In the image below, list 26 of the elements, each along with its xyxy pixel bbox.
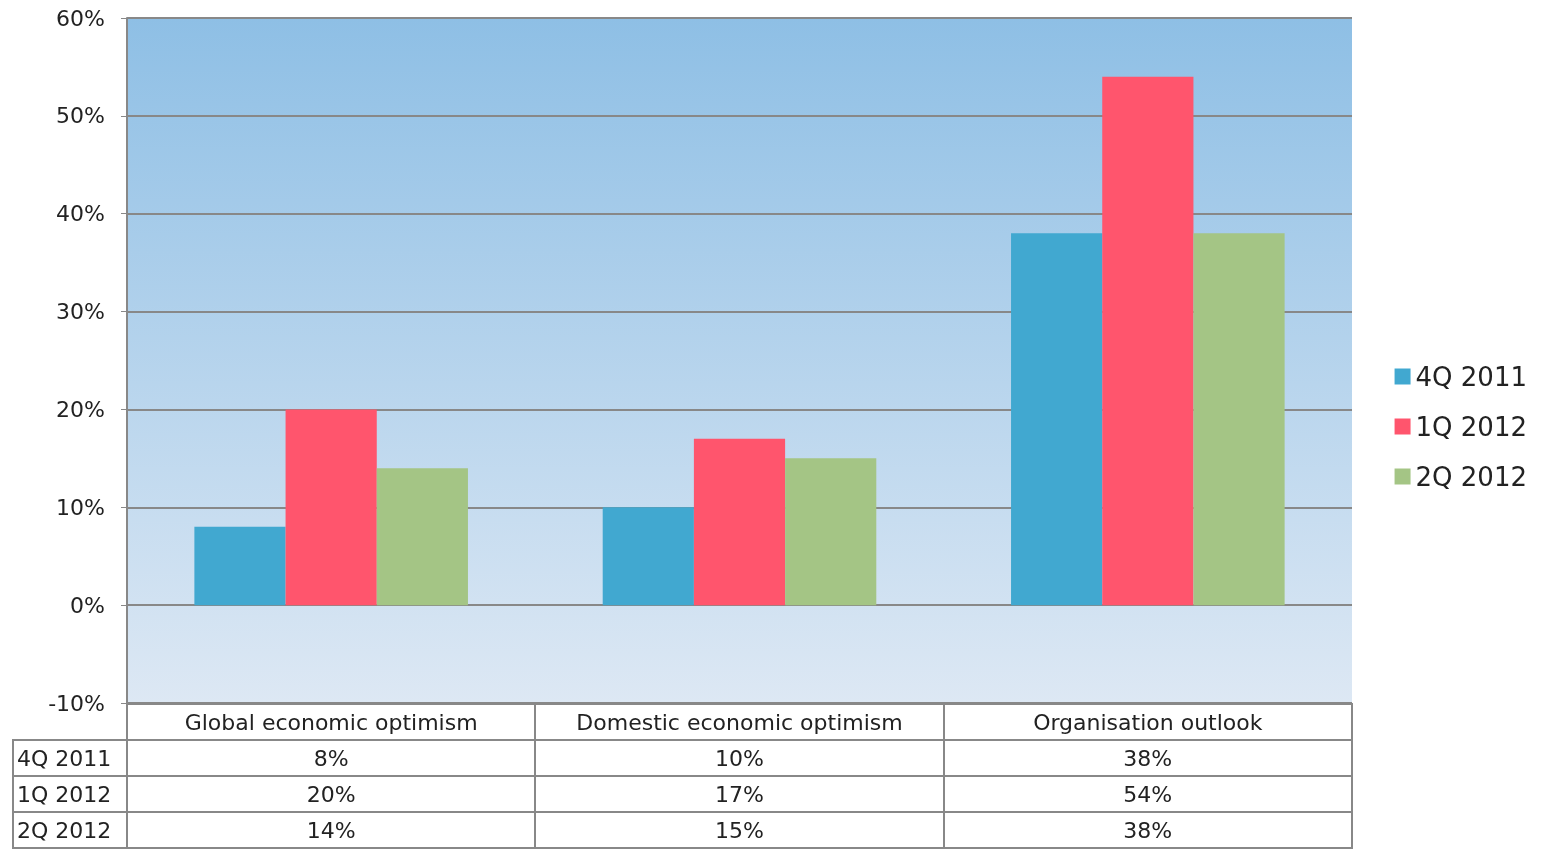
y-tick-label: -10% [48,690,105,716]
data-label: 15% [535,812,944,848]
y-tick-label: 20% [56,396,105,422]
x-tick-label: Domestic economic optimism [535,704,944,740]
data-label: 14% [127,812,536,848]
text: 1Q 2012 [17,781,112,807]
data-label: 20% [127,776,536,812]
data-label: 38% [943,740,1352,776]
legend-label: 1Q 2012 [1415,411,1528,442]
y-tick-label: 60% [56,5,105,31]
data-label: 17% [535,776,944,812]
x-tick-label: Global economic optimism [127,704,536,740]
y-tick-label: 10% [56,494,105,520]
legend-label: 2Q 2012 [1415,461,1528,492]
data-label: 54% [943,776,1352,812]
legend-label: 4Q 2011 [1415,361,1528,392]
y-tick-label: 50% [56,103,105,129]
data-label: 10% [535,740,944,776]
text: 4Q 2011 [17,745,112,771]
data-label: 38% [943,812,1352,848]
y-tick-label: 0% [70,592,105,618]
text: 2Q 2012 [17,817,112,843]
y-tick-label: 30% [56,299,105,325]
data-label: 8% [127,740,536,776]
x-tick-label: Organisation outlook [943,704,1352,740]
y-tick-label: 40% [56,201,105,227]
